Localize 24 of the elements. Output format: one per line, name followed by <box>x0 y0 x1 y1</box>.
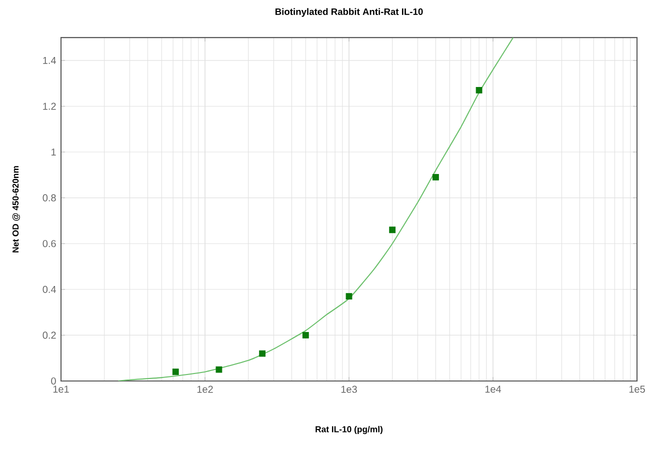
y-tick-label: 0.6 <box>42 240 56 248</box>
x-tick-label: 1e4 <box>485 386 502 393</box>
x-axis-title: Rat IL-10 (pg/ml) <box>316 426 383 434</box>
point <box>476 86 482 94</box>
point <box>259 350 266 357</box>
x-tick-label: 1e2 <box>197 386 213 393</box>
y-axis-title: Net OD @ 450-620nm <box>12 166 20 252</box>
y-tick-label: 0.8 <box>42 194 56 202</box>
x-tick-label: 1e3 <box>341 386 357 393</box>
point <box>432 174 439 180</box>
point <box>346 293 352 300</box>
point <box>302 332 309 338</box>
y-tick-label: 1.4 <box>43 56 56 64</box>
point <box>172 368 179 376</box>
point <box>216 366 222 373</box>
x-tick-label: 1e5 <box>629 386 645 393</box>
chart-title: Biotinylated Rabbit Anti-Rat IL-10 <box>275 8 423 17</box>
x-tick-label: 1e1 <box>53 386 69 393</box>
y-tick-label: 1.2 <box>43 102 56 110</box>
y-tick-label: 0.2 <box>42 332 56 339</box>
y-tick-label: 1 <box>51 148 56 156</box>
point <box>389 226 396 234</box>
y-tick-label: 0.4 <box>42 286 56 293</box>
y-tick-label: 0 <box>51 377 56 385</box>
